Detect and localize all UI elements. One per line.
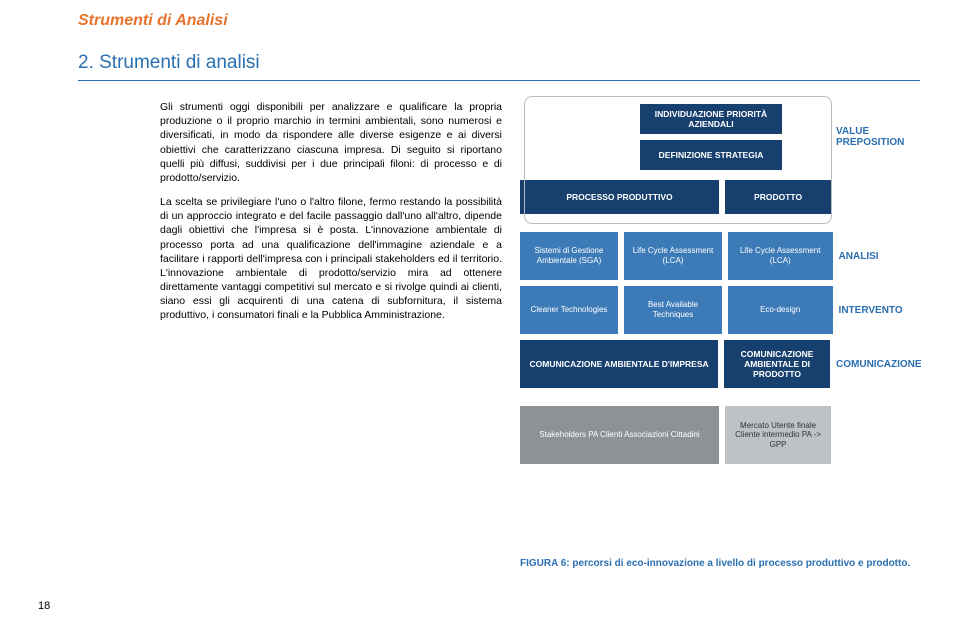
node-stakeholders: Stakeholders PA Clienti Associazioni Cit… [520, 406, 719, 464]
vp-group: INDIVIDUAZIONE PRIORITÀ AZIENDALI DEFINI… [586, 100, 830, 174]
node-bat: Best Available Techniques [624, 286, 722, 334]
paragraph-2: La scelta se privilegiare l'uno o l'altr… [160, 195, 502, 323]
node-ecodesign: Eco-design [728, 286, 833, 334]
label-comunicazione: COMUNICAZIONE [830, 340, 920, 388]
node-sga: Sistemi di Gestione Ambientale (SGA) [520, 232, 618, 280]
label-value-preposition: VALUE PREPOSITION [830, 100, 920, 174]
paragraph-1: Gli strumenti oggi disponibili per anali… [160, 100, 502, 185]
label-analisi: ANALISI [833, 232, 920, 280]
title-rule [78, 80, 920, 81]
node-mercato: Mercato Utente finale Cliente intermedio… [725, 406, 831, 464]
node-individuazione: INDIVIDUAZIONE PRIORITÀ AZIENDALI [640, 104, 782, 134]
node-com-impresa: COMUNICAZIONE AMBIENTALE D'IMPRESA [520, 340, 718, 388]
figure-caption: FIGURA 6: percorsi di eco-innovazione a … [520, 558, 920, 569]
node-processo: PROCESSO PRODUTTIVO [520, 180, 719, 214]
section-title: 2. Strumenti di analisi [78, 52, 260, 74]
node-lca-1: Life Cycle Assessment (LCA) [624, 232, 722, 280]
node-com-prodotto: COMUNICAZIONE AMBIENTALE DI PRODOTTO [724, 340, 830, 388]
page-number: 18 [38, 600, 50, 612]
body-text: Gli strumenti oggi disponibili per anali… [160, 100, 502, 323]
page-header: Strumenti di Analisi [78, 12, 228, 30]
node-definizione: DEFINIZIONE STRATEGIA [640, 140, 782, 170]
node-cleaner: Cleaner Technologies [520, 286, 618, 334]
node-lca-2: Life Cycle Assessment (LCA) [728, 232, 833, 280]
diagram: INDIVIDUAZIONE PRIORITÀ AZIENDALI DEFINI… [520, 100, 920, 464]
label-intervento: INTERVENTO [833, 286, 920, 334]
node-prodotto: PRODOTTO [725, 180, 831, 214]
